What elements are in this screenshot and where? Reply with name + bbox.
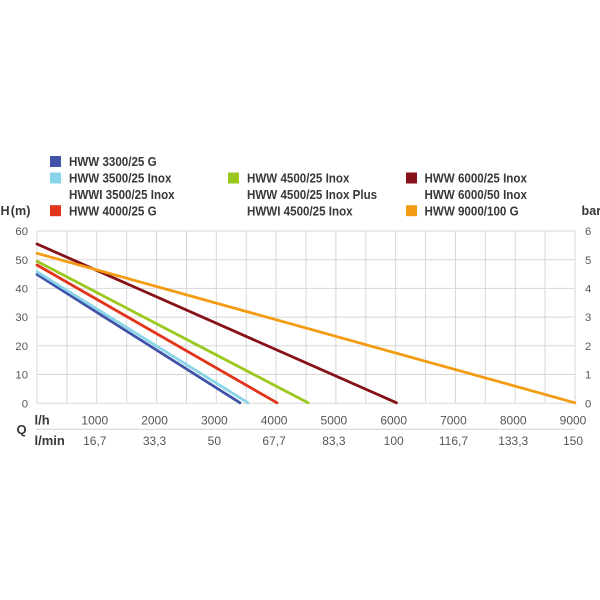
svg-text:60: 60	[15, 226, 28, 238]
svg-text:Q: Q	[17, 422, 27, 437]
svg-text:40: 40	[15, 283, 28, 295]
svg-text:HWW 4500/25 Inox Plus: HWW 4500/25 Inox Plus	[247, 188, 377, 202]
svg-text:HWW 9000/100 G: HWW 9000/100 G	[425, 205, 519, 219]
svg-text:HWWI 4500/25 Inox: HWWI 4500/25 Inox	[247, 205, 353, 219]
svg-text:1: 1	[585, 370, 591, 382]
svg-text:HWW 6000/50 Inox: HWW 6000/50 Inox	[425, 188, 527, 202]
svg-text:bar: bar	[582, 204, 600, 218]
svg-text:20: 20	[15, 341, 28, 353]
svg-text:133,3: 133,3	[498, 434, 528, 448]
svg-text:4: 4	[585, 283, 591, 295]
svg-text:1000: 1000	[81, 413, 108, 427]
svg-text:l/min: l/min	[35, 433, 65, 448]
svg-text:HWW 4500/25 Inox: HWW 4500/25 Inox	[247, 172, 349, 186]
svg-text:HWW 4000/25 G: HWW 4000/25 G	[69, 205, 157, 219]
svg-text:0: 0	[22, 398, 28, 410]
svg-text:30: 30	[15, 312, 28, 324]
svg-text:HWW 6000/25 Inox: HWW 6000/25 Inox	[425, 172, 527, 186]
svg-text:3000: 3000	[201, 413, 228, 427]
svg-text:16,7: 16,7	[83, 434, 107, 448]
svg-text:5000: 5000	[321, 413, 348, 427]
svg-text:50: 50	[208, 434, 222, 448]
svg-text:10: 10	[15, 370, 28, 382]
svg-text:HWW 3500/25 Inox: HWW 3500/25 Inox	[69, 172, 171, 186]
svg-text:HWW 3300/25 G: HWW 3300/25 G	[69, 155, 157, 169]
svg-text:50: 50	[15, 255, 28, 267]
svg-text:6000: 6000	[380, 413, 407, 427]
svg-text:5: 5	[585, 255, 591, 267]
svg-text:9000: 9000	[560, 413, 587, 427]
svg-text:7000: 7000	[440, 413, 467, 427]
svg-text:8000: 8000	[500, 413, 527, 427]
svg-text:83,3: 83,3	[322, 434, 346, 448]
svg-text:2000: 2000	[141, 413, 168, 427]
svg-text:100: 100	[384, 434, 404, 448]
svg-text:3: 3	[585, 312, 591, 324]
svg-text:0: 0	[585, 398, 591, 410]
svg-text:67,7: 67,7	[262, 434, 286, 448]
svg-text:HWWI 3500/25 Inox: HWWI 3500/25 Inox	[69, 188, 175, 202]
svg-text:150: 150	[563, 434, 583, 448]
svg-text:2: 2	[585, 341, 591, 353]
svg-text:4000: 4000	[261, 413, 288, 427]
svg-text:l/h: l/h	[35, 413, 50, 428]
svg-text:H(m): H(m)	[1, 204, 31, 218]
svg-text:33,3: 33,3	[143, 434, 167, 448]
svg-text:6: 6	[585, 226, 591, 238]
svg-text:116,7: 116,7	[439, 434, 468, 448]
